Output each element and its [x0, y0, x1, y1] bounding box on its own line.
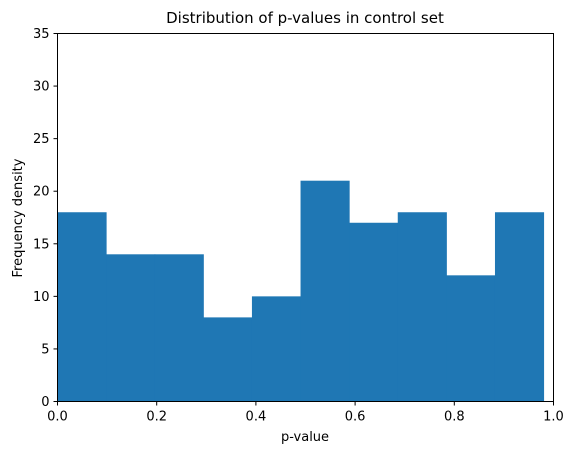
x-tick-label: 0.2 [146, 410, 167, 425]
y-tick-label: 25 [33, 132, 50, 147]
y-tick-label: 15 [33, 237, 50, 252]
y-tick-label: 30 [33, 80, 50, 95]
histogram-bar [494, 212, 545, 402]
x-tick-label: 1.0 [543, 410, 564, 425]
y-axis-ticks: 0 5 10 15 20 25 30 35 [33, 27, 58, 410]
x-tick-label: 0.4 [246, 410, 267, 425]
y-tick-label: 20 [33, 185, 50, 200]
x-tick-label: 0.8 [444, 410, 465, 425]
histogram-bar [446, 275, 496, 402]
chart-title: Distribution of p-values in control set [166, 9, 444, 27]
histogram-bar [349, 222, 399, 402]
histogram-bar [397, 212, 447, 402]
plot-frame [57, 33, 554, 402]
histogram-bar [106, 254, 156, 402]
x-tick-label: 0.0 [47, 410, 68, 425]
y-tick-label: 0 [41, 395, 49, 410]
y-tick-label: 5 [41, 342, 49, 357]
x-axis-label: p-value [281, 430, 329, 445]
y-tick-label: 10 [33, 290, 50, 305]
y-axis-label: Frequency density [11, 158, 26, 277]
histogram-bar [154, 254, 204, 402]
bars-group [57, 180, 545, 402]
histogram-bar [300, 180, 350, 402]
y-tick-label: 35 [33, 27, 50, 42]
histogram-bar [251, 296, 302, 402]
histogram-bar [203, 317, 253, 402]
x-axis-ticks: 0.0 0.2 0.4 0.6 0.8 1.0 [47, 401, 564, 425]
histogram-bar [57, 212, 107, 402]
x-tick-label: 0.6 [345, 410, 366, 425]
